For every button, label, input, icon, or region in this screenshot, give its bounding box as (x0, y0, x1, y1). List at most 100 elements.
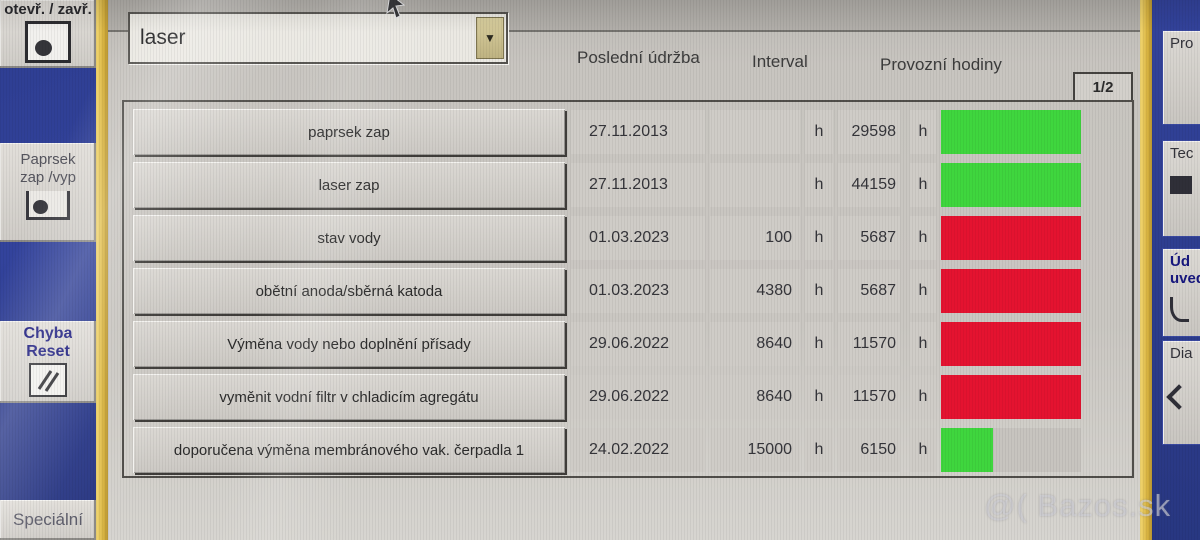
back-arrow-icon (1166, 384, 1192, 410)
right-accent-strip (1140, 0, 1152, 540)
task-button[interactable]: vyměnit vodní filtr v chladicím agregátu (133, 374, 565, 420)
interval-value: 4380 (710, 269, 800, 313)
interval-value: 15000 (710, 428, 800, 472)
last-maintenance-cell: 01.03.2023 (571, 216, 705, 260)
sidebar-item-label2: uved (1170, 270, 1200, 287)
sidebar-item-label: Pro (1170, 35, 1194, 52)
task-button[interactable]: doporučena výměna membránového vak. čerp… (133, 427, 565, 473)
status-bar-track (941, 428, 1081, 472)
table-row: Výměna vody nebo doplnění přísady 29.06.… (124, 320, 1132, 370)
status-bar (941, 428, 993, 472)
last-maintenance-cell: 27.11.2013 (571, 163, 705, 207)
status-bar-track (941, 216, 1081, 260)
task-button[interactable]: paprsek zap (133, 109, 565, 155)
last-maintenance-cell: 29.06.2022 (571, 322, 705, 366)
status-bar-track (941, 163, 1081, 207)
last-maintenance-cell: 27.11.2013 (571, 110, 705, 154)
machine-select-value: laser (140, 26, 186, 49)
interval-value (710, 163, 800, 207)
left-sidebar: otevř. / zavř. Paprsek zap /vyp Chyba Re… (0, 0, 96, 540)
open-close-button[interactable]: otevř. / zavř. (0, 0, 96, 68)
column-header-operating-hours: Provozní hodiny (880, 55, 1002, 74)
interval-unit: h (805, 269, 833, 313)
column-header-last-maintenance: Poslední údržba (577, 48, 700, 67)
interval-unit: h (805, 163, 833, 207)
machine-select[interactable]: laser ▼ (128, 12, 508, 64)
hours-unit: h (910, 322, 936, 366)
column-header-interval: Interval (752, 52, 808, 71)
status-bar-track (941, 269, 1081, 313)
table-row: paprsek zap 27.11.2013 h 29598 h (124, 108, 1132, 158)
sidebar-item-technologie[interactable]: Tec (1162, 140, 1200, 237)
interval-unit: h (805, 322, 833, 366)
beam-icon (26, 191, 70, 220)
hours-value: 5687 (838, 216, 900, 260)
hours-unit: h (910, 269, 936, 313)
reset-label-line2: Reset (26, 343, 70, 360)
hours-value: 11570 (838, 322, 900, 366)
mouse-cursor (386, 0, 406, 19)
interval-value: 8640 (710, 375, 800, 419)
sidebar-item-provoz[interactable]: Pro (1162, 30, 1200, 125)
table-row: laser zap 27.11.2013 h 44159 h (124, 161, 1132, 211)
maintenance-icon (1170, 297, 1189, 322)
sidebar-item-diagnostika[interactable]: Dia (1162, 340, 1200, 445)
interval-value: 8640 (710, 322, 800, 366)
sidebar-item-udrzba[interactable]: Úd uved (1162, 248, 1200, 337)
hours-value: 44159 (838, 163, 900, 207)
photo-watermark: @( Bazos.sk (984, 488, 1172, 523)
sidebar-item-label: Dia (1170, 345, 1193, 362)
table-row: doporučena výměna membránového vak. čerp… (124, 426, 1132, 476)
hours-value: 29598 (838, 110, 900, 154)
right-sidebar: Pro Tec Úd uved Dia (1152, 0, 1200, 540)
task-button[interactable]: obětní anoda/sběrná katoda (133, 268, 565, 314)
error-reset-button[interactable]: Chyba Reset (0, 321, 96, 403)
reset-label-line1: Chyba (23, 325, 73, 342)
special-label: Speciální (13, 511, 83, 529)
status-bar-track (941, 375, 1081, 419)
task-button[interactable]: Výměna vody nebo doplnění přísady (133, 321, 565, 367)
task-button[interactable]: laser zap (133, 162, 565, 208)
hours-unit: h (910, 163, 936, 207)
status-bar (941, 269, 1081, 313)
reset-slashes-icon (29, 363, 67, 397)
sidebar-item-label: Úd (1170, 253, 1190, 270)
table-row: vyměnit vodní filtr v chladicím agregátu… (124, 373, 1132, 423)
beam-label-line1: Paprsek (20, 151, 76, 168)
shutter-icon (25, 21, 71, 63)
last-maintenance-cell: 01.03.2023 (571, 269, 705, 313)
last-maintenance-cell: 29.06.2022 (571, 375, 705, 419)
beam-on-off-button[interactable]: Paprsek zap /vyp (0, 143, 96, 242)
status-bar (941, 110, 1081, 154)
page-indicator: 1/2 (1073, 72, 1133, 102)
table-row: stav vody 01.03.2023 100 h 5687 h (124, 214, 1132, 264)
table-rows: paprsek zap 27.11.2013 h 29598 h laser z… (124, 108, 1132, 479)
hours-unit: h (910, 216, 936, 260)
task-button[interactable]: stav vody (133, 215, 565, 261)
screen-icon (1170, 176, 1192, 194)
beam-label-line2: zap /vyp (20, 169, 76, 186)
status-bar-track (941, 110, 1081, 154)
hours-unit: h (910, 428, 936, 472)
last-maintenance-cell: 24.02.2022 (571, 428, 705, 472)
interval-unit: h (805, 375, 833, 419)
interval-unit: h (805, 110, 833, 154)
hours-unit: h (910, 375, 936, 419)
hours-value: 6150 (838, 428, 900, 472)
status-bar (941, 322, 1081, 366)
maintenance-table-frame: paprsek zap 27.11.2013 h 29598 h laser z… (122, 100, 1134, 478)
status-bar (941, 163, 1081, 207)
hours-value: 11570 (838, 375, 900, 419)
status-bar-track (941, 322, 1081, 366)
special-button[interactable]: Speciální (0, 500, 96, 540)
left-accent-strip (96, 0, 108, 540)
chevron-down-icon[interactable]: ▼ (476, 17, 504, 59)
status-bar (941, 216, 1081, 260)
interval-unit: h (805, 216, 833, 260)
status-bar (941, 375, 1081, 419)
interval-unit: h (805, 428, 833, 472)
main-panel: laser ▼ Poslední údržba Interval Provozn… (108, 0, 1140, 540)
interval-value: 100 (710, 216, 800, 260)
sidebar-item-label: Tec (1170, 145, 1194, 162)
